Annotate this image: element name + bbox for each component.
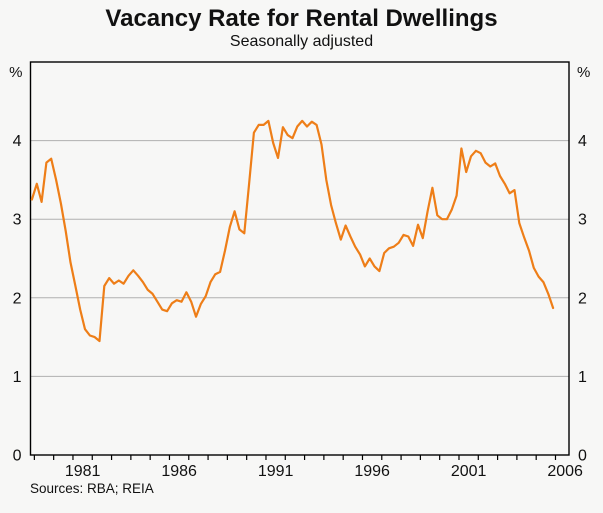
- y-axis-label-left: 2: [13, 290, 22, 307]
- chart-subtitle: Seasonally adjusted: [229, 33, 374, 50]
- x-axis-year-label: 1981: [65, 463, 101, 480]
- x-axis-year-label: 1991: [258, 463, 294, 480]
- y-axis-label-left: 3: [13, 212, 22, 229]
- y-axis-label-right: 1: [578, 369, 587, 386]
- y-axis-label-right: 2: [578, 290, 587, 307]
- y-axis-label-left: 4: [13, 133, 22, 150]
- x-axis-year-label: 1996: [354, 463, 390, 480]
- y-axis-label-right: 0: [578, 448, 587, 465]
- y-axis-label-left: 0: [13, 448, 22, 465]
- y-axis-unit-left: %: [9, 64, 22, 81]
- y-axis-label-left: 1: [13, 369, 22, 386]
- y-axis-label-right: 3: [578, 212, 587, 229]
- plot-frame: [29, 61, 570, 456]
- sources-note: Sources: RBA; REIA: [30, 481, 154, 496]
- y-axis-label-right: 4: [578, 133, 587, 150]
- chart-title: Vacancy Rate for Rental Dwellings: [105, 5, 498, 32]
- vacancy-rate-series-line: [30, 119, 555, 343]
- y-axis-unit-right: %: [577, 64, 590, 81]
- x-axis-year-label: 1986: [161, 463, 197, 480]
- x-axis-year-label: 2006: [547, 463, 583, 480]
- x-axis-year-label: 2001: [451, 463, 487, 480]
